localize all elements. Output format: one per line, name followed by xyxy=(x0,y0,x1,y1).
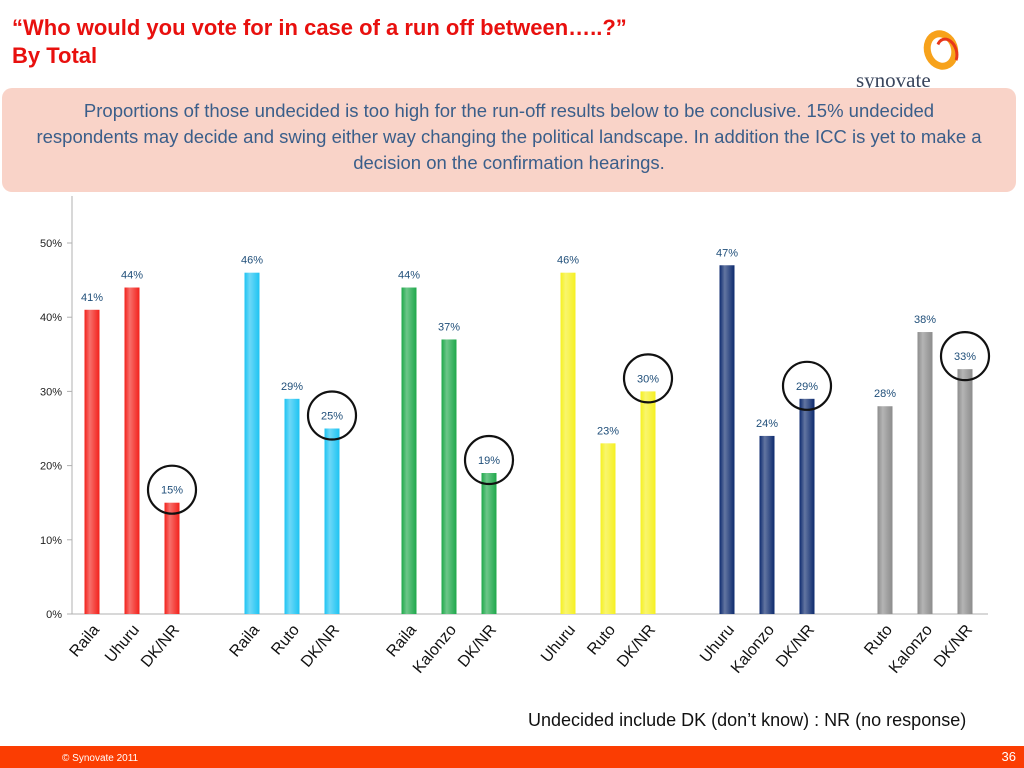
bar-kalonzo xyxy=(917,332,933,614)
highlight-circle xyxy=(781,360,833,411)
bar-value-label: 46% xyxy=(241,255,263,267)
x-category-label: DK/NR xyxy=(931,622,976,671)
bar-value-label: 44% xyxy=(121,270,143,282)
y-tick-label: 0% xyxy=(46,609,62,621)
bar-value-label: 33% xyxy=(954,351,976,363)
slide-title: “Who would you vote for in case of a run… xyxy=(12,14,627,70)
bar-value-label: 24% xyxy=(756,418,778,430)
highlight-circle xyxy=(939,331,991,382)
bar-kalonzo xyxy=(441,339,457,614)
page-number: 36 xyxy=(1001,749,1016,764)
x-category-label: Uhuru xyxy=(697,622,738,666)
highlight-circle xyxy=(463,434,515,486)
x-category-label: Raila xyxy=(227,622,264,661)
bar-ruto xyxy=(284,398,300,614)
callout-box: Proportions of those undecided is too hi… xyxy=(2,88,1016,192)
bar-value-label: 47% xyxy=(716,247,738,259)
bar-raila xyxy=(244,272,260,614)
title-line-1: “Who would you vote for in case of a run… xyxy=(12,15,627,40)
bar-ruto xyxy=(877,406,893,614)
bar-value-label: 30% xyxy=(637,373,659,385)
bar-value-label: 15% xyxy=(161,485,183,497)
bar-value-label: 46% xyxy=(557,255,579,267)
bar-kalonzo xyxy=(759,435,775,614)
x-category-label: DK/NR xyxy=(614,622,659,671)
x-category-label: DK/NR xyxy=(773,622,818,671)
bar-dk-nr xyxy=(324,428,340,614)
bar-dk-nr xyxy=(957,369,973,614)
bar-value-label: 28% xyxy=(874,388,896,400)
synovate-logo: synovate xyxy=(850,25,970,92)
callout-text: Proportions of those undecided is too hi… xyxy=(36,100,982,173)
bar-value-label: 29% xyxy=(281,381,303,393)
footer-bar: © Synovate 2011 36 xyxy=(0,746,1024,768)
bar-dk-nr xyxy=(640,391,656,614)
x-category-label: Kalonzo xyxy=(410,622,460,677)
bar-uhuru xyxy=(560,272,576,614)
highlight-circle xyxy=(622,353,674,404)
x-category-label: Uhuru xyxy=(538,622,579,666)
bar-value-label: 29% xyxy=(796,381,818,393)
chart-annotation: Undecided include DK (don’t know) : NR (… xyxy=(528,710,967,730)
y-tick-label: 20% xyxy=(40,461,62,473)
bar-value-label: 37% xyxy=(438,321,460,333)
highlight-circle xyxy=(146,464,198,515)
x-category-label: Uhuru xyxy=(102,622,143,666)
x-category-label: Ruto xyxy=(584,622,619,659)
x-category-label: Ruto xyxy=(861,622,896,659)
x-category-label: DK/NR xyxy=(138,622,183,671)
run-off-bar-chart: 0% 10% 20% 30% 40% 50% 41% Raila 44% Uhuru 15% DK/N… xyxy=(40,196,991,677)
x-category-label: Ruto xyxy=(268,622,303,659)
bar-raila xyxy=(401,287,417,614)
bar-raila xyxy=(84,309,100,614)
copyright-text: © Synovate 2011 xyxy=(62,753,139,764)
logo-text: synovate xyxy=(856,68,931,90)
bar-ruto xyxy=(600,443,616,614)
x-category-label: Raila xyxy=(67,622,104,661)
y-tick-label: 50% xyxy=(40,238,62,250)
x-category-label: DK/NR xyxy=(455,622,500,671)
y-tick-label: 10% xyxy=(40,535,62,547)
highlight-circle xyxy=(306,390,358,441)
x-category-label: Kalonzo xyxy=(886,622,936,677)
x-category-label: Raila xyxy=(384,622,421,661)
title-line-2: By Total xyxy=(12,43,98,68)
bar-dk-nr xyxy=(481,473,497,614)
bar-value-label: 19% xyxy=(478,455,500,467)
y-tick-label: 30% xyxy=(40,386,62,398)
bar-uhuru xyxy=(719,265,735,614)
x-category-label: DK/NR xyxy=(298,622,343,671)
bar-value-label: 38% xyxy=(914,314,936,326)
bar-value-label: 23% xyxy=(597,425,619,437)
bar-dk-nr xyxy=(164,502,180,614)
bar-value-label: 44% xyxy=(398,270,420,282)
y-tick-label: 40% xyxy=(40,312,62,324)
bar-value-label: 25% xyxy=(321,411,343,423)
bar-dk-nr xyxy=(799,398,815,614)
x-category-label: Kalonzo xyxy=(728,622,778,677)
bar-value-label: 41% xyxy=(81,292,103,304)
bar-uhuru xyxy=(124,287,140,614)
